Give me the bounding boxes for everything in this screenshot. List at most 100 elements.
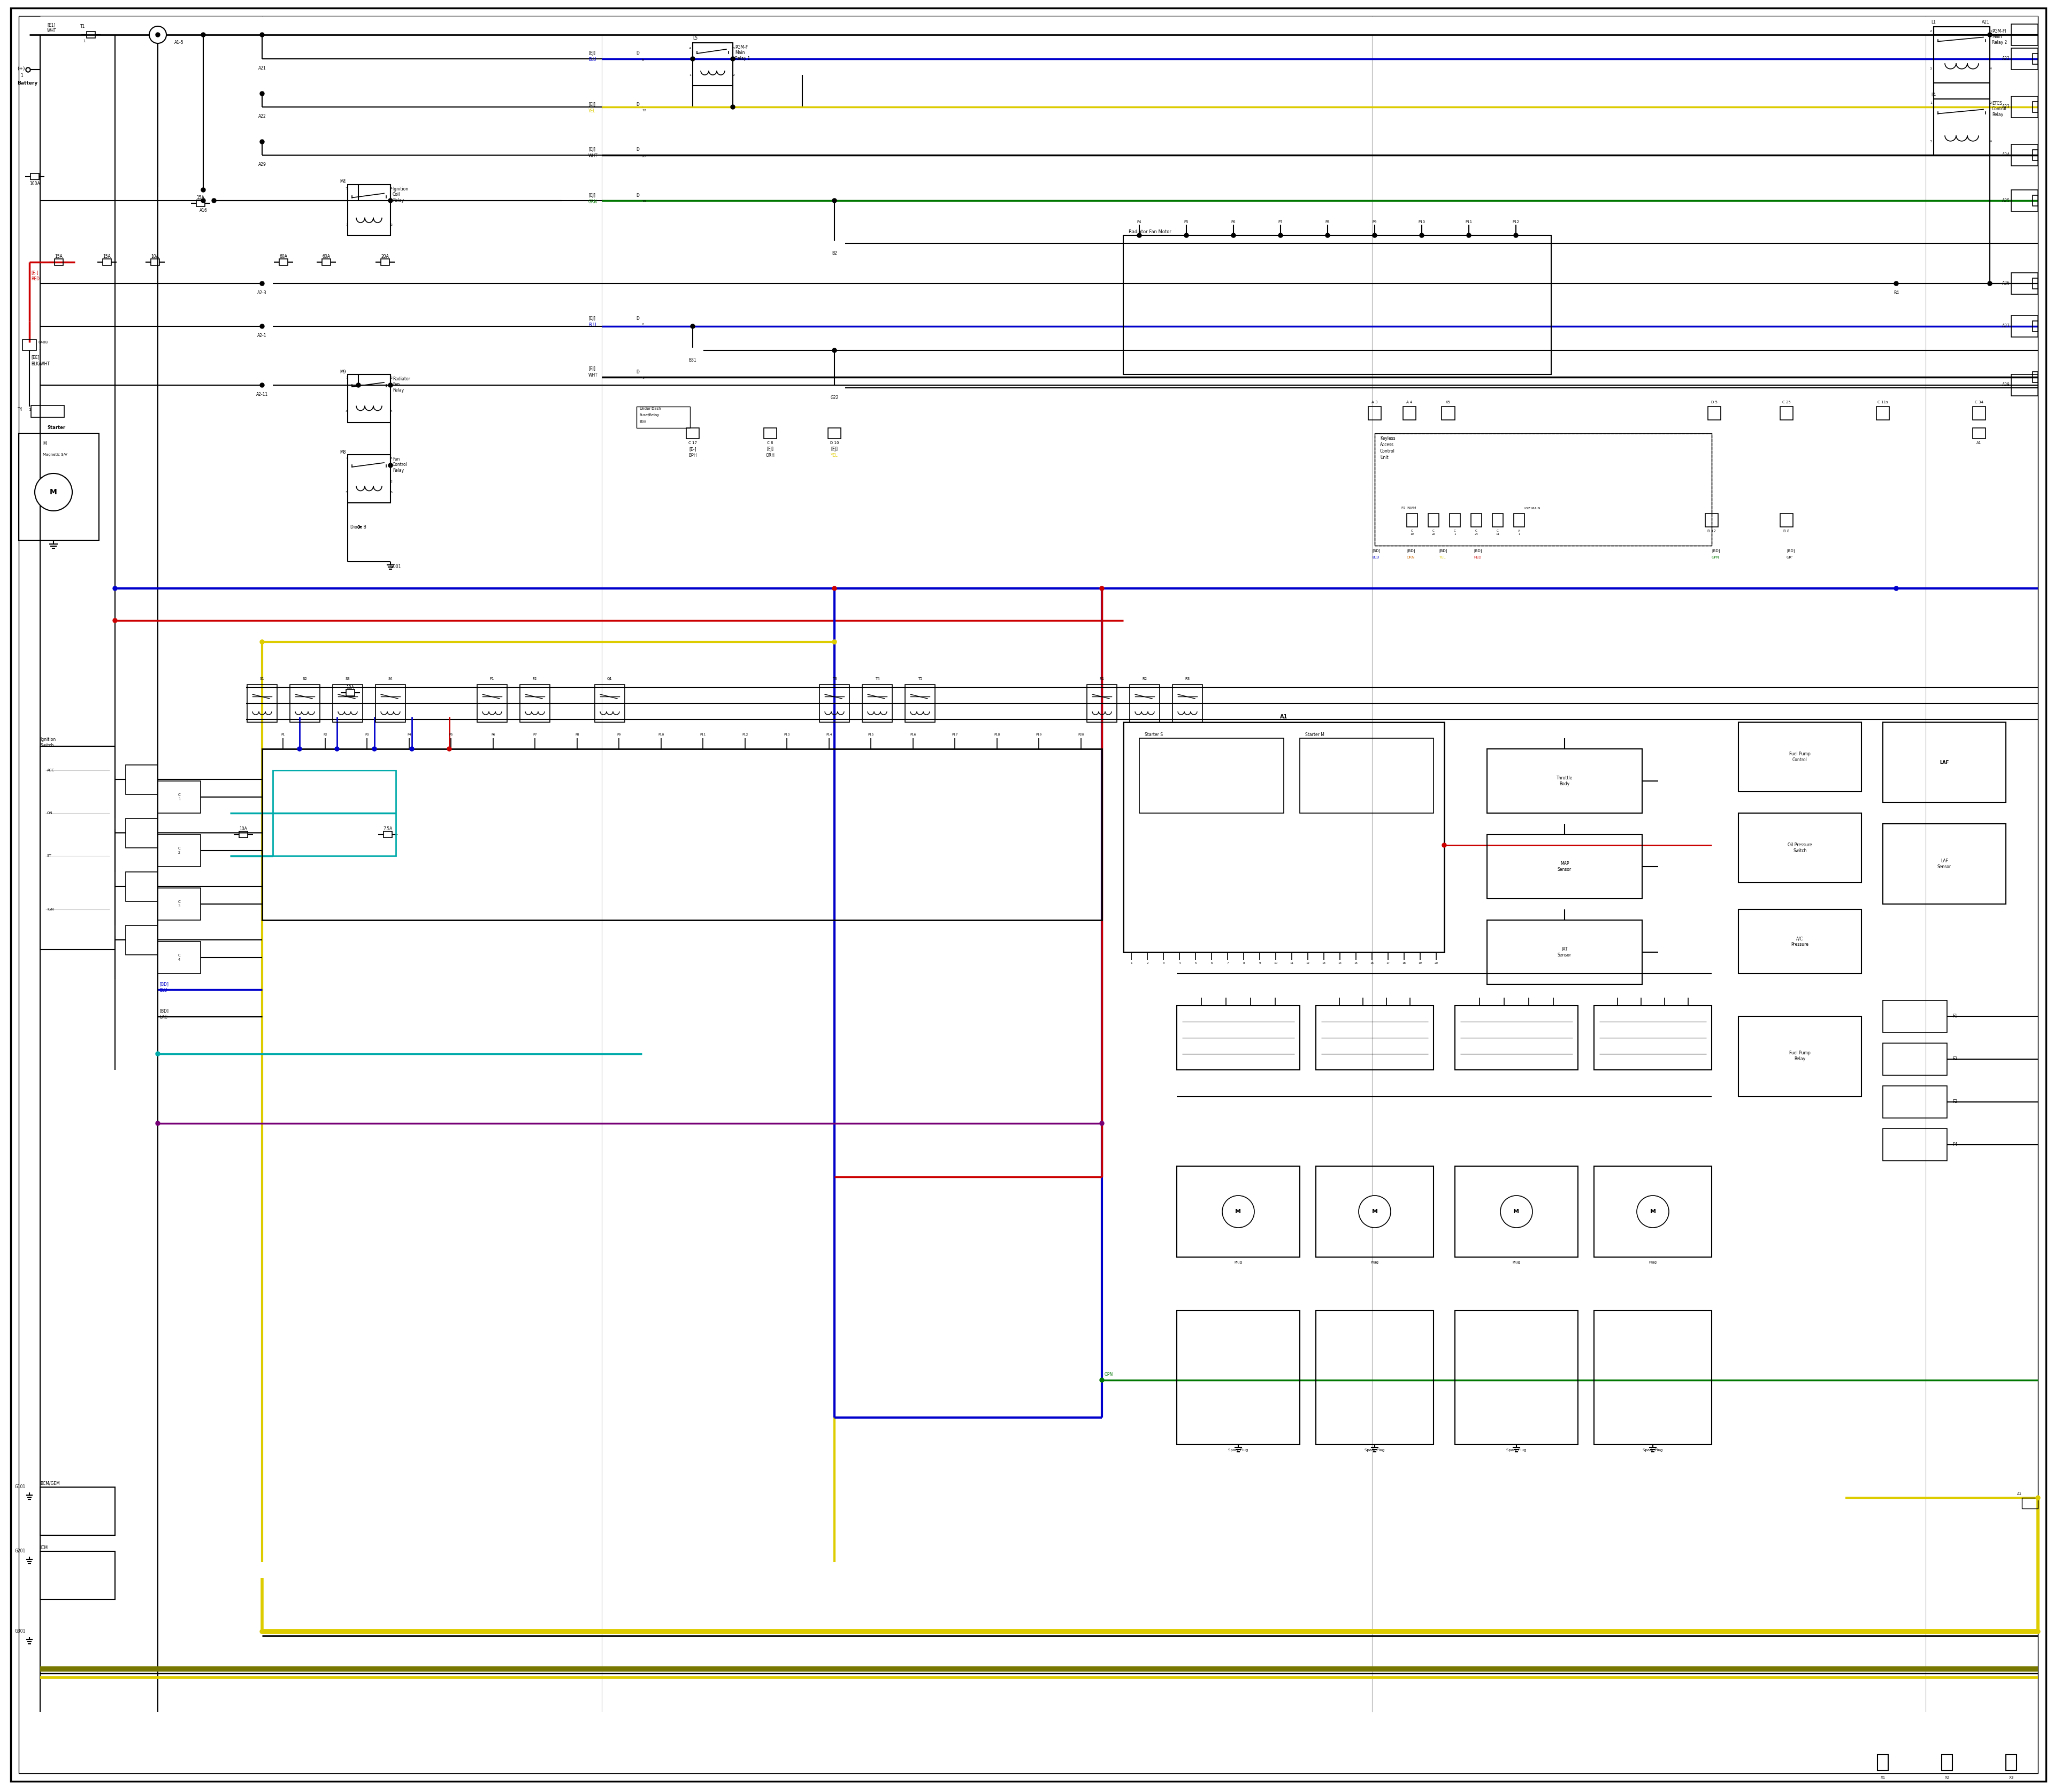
Bar [1594, 1005, 1711, 1070]
Text: 10A: 10A [152, 254, 158, 260]
Bar [1124, 722, 1444, 952]
Bar [41, 1552, 115, 1600]
Bar [273, 771, 396, 857]
Text: A21: A21 [259, 66, 267, 72]
Text: 2: 2 [1990, 102, 1992, 104]
Text: C
2: C 2 [179, 848, 181, 855]
Circle shape [156, 1122, 160, 1125]
Text: P4: P4 [407, 733, 411, 737]
Text: [BD]: [BD] [1473, 548, 1481, 552]
Circle shape [448, 747, 452, 751]
Text: MAP
Sensor: MAP Sensor [1557, 862, 1571, 871]
Text: B31: B31 [688, 358, 696, 362]
Text: A29: A29 [259, 163, 267, 167]
Bar [2033, 54, 2038, 65]
Text: Spark Plug: Spark Plug [1643, 1448, 1664, 1452]
Text: ACC: ACC [47, 769, 55, 772]
Text: D: D [637, 52, 639, 56]
Bar [1884, 1086, 1947, 1118]
Text: P10: P10 [1417, 220, 1425, 224]
Bar [863, 685, 891, 722]
Bar [2033, 102, 2038, 113]
Text: D: D [637, 194, 639, 197]
Circle shape [388, 199, 392, 202]
Text: Spark Plug: Spark Plug [1506, 1448, 1526, 1452]
Text: [EJ]: [EJ] [766, 446, 774, 452]
Circle shape [1099, 1378, 1105, 1382]
Text: RED: RED [31, 276, 39, 281]
Bar [477, 685, 507, 722]
Text: BLU: BLU [587, 323, 596, 328]
Bar [1407, 514, 1417, 527]
Circle shape [409, 747, 415, 751]
Text: M: M [1514, 1210, 1520, 1215]
Text: P4: P4 [1138, 220, 1142, 224]
Text: G001: G001 [390, 564, 401, 570]
Text: 100A: 100A [29, 181, 39, 186]
Text: K5: K5 [1446, 401, 1450, 403]
Bar [31, 174, 39, 179]
Circle shape [731, 106, 735, 109]
Text: 20A: 20A [382, 254, 388, 260]
Text: M4: M4 [339, 179, 345, 185]
Circle shape [1514, 233, 1518, 238]
Circle shape [690, 324, 694, 328]
Text: R2: R2 [1142, 677, 1146, 681]
Circle shape [261, 32, 265, 38]
Bar [333, 685, 364, 722]
Text: T5: T5 [918, 677, 922, 681]
Text: F1: F1 [1953, 1014, 1957, 1020]
Text: C
22: C 22 [1432, 530, 1436, 536]
Circle shape [1222, 1195, 1255, 1228]
Text: [EJ]: [EJ] [587, 147, 596, 152]
Bar [1177, 1167, 1300, 1256]
Text: P11: P11 [1465, 220, 1473, 224]
Circle shape [1358, 1195, 1391, 1228]
Text: BLU: BLU [1372, 556, 1378, 559]
Bar [1877, 1754, 1888, 1770]
Bar [2033, 151, 2038, 161]
Text: S2: S2 [302, 677, 308, 681]
Text: T3: T3 [832, 677, 836, 681]
Bar [263, 749, 1101, 919]
Text: 1: 1 [345, 376, 347, 378]
Bar [2011, 48, 2038, 70]
Text: 20: 20 [1434, 962, 1438, 964]
Text: 3: 3 [345, 186, 347, 190]
Bar [1140, 738, 1284, 814]
Text: G301: G301 [14, 1629, 27, 1634]
Text: L1: L1 [1931, 20, 1935, 25]
Bar [290, 685, 320, 722]
Circle shape [113, 618, 117, 622]
Text: 2: 2 [733, 73, 735, 77]
Text: [EJ]: [EJ] [587, 194, 596, 197]
Text: Starter S: Starter S [1144, 733, 1163, 737]
Circle shape [1988, 281, 1992, 285]
Bar [322, 258, 331, 265]
Text: 1: 1 [345, 224, 347, 226]
Bar [347, 185, 390, 235]
Text: Unit: Unit [1380, 455, 1389, 461]
Bar [1317, 1310, 1434, 1444]
Text: Magnetic S/V: Magnetic S/V [43, 453, 68, 457]
Text: 12: 12 [641, 109, 647, 113]
Text: RED: RED [1473, 556, 1481, 559]
Text: LAC: LAC [160, 1014, 166, 1020]
Text: A2-11: A2-11 [257, 392, 269, 398]
Text: A26: A26 [2003, 281, 2011, 287]
Text: 4: 4 [390, 410, 392, 412]
Text: S3: S3 [345, 677, 349, 681]
Text: YEL: YEL [587, 108, 596, 113]
Text: 16: 16 [1370, 962, 1374, 964]
Text: F1: F1 [489, 677, 495, 681]
Text: A1: A1 [1280, 715, 1288, 719]
Bar [1442, 407, 1454, 419]
Bar [1454, 1167, 1577, 1256]
Bar [158, 781, 201, 814]
Bar [2033, 371, 2038, 382]
Bar [1933, 27, 1990, 82]
Circle shape [388, 383, 392, 387]
Text: G101: G101 [14, 1486, 27, 1489]
Text: 15: 15 [1354, 962, 1358, 964]
Text: A21: A21 [1982, 20, 1990, 25]
